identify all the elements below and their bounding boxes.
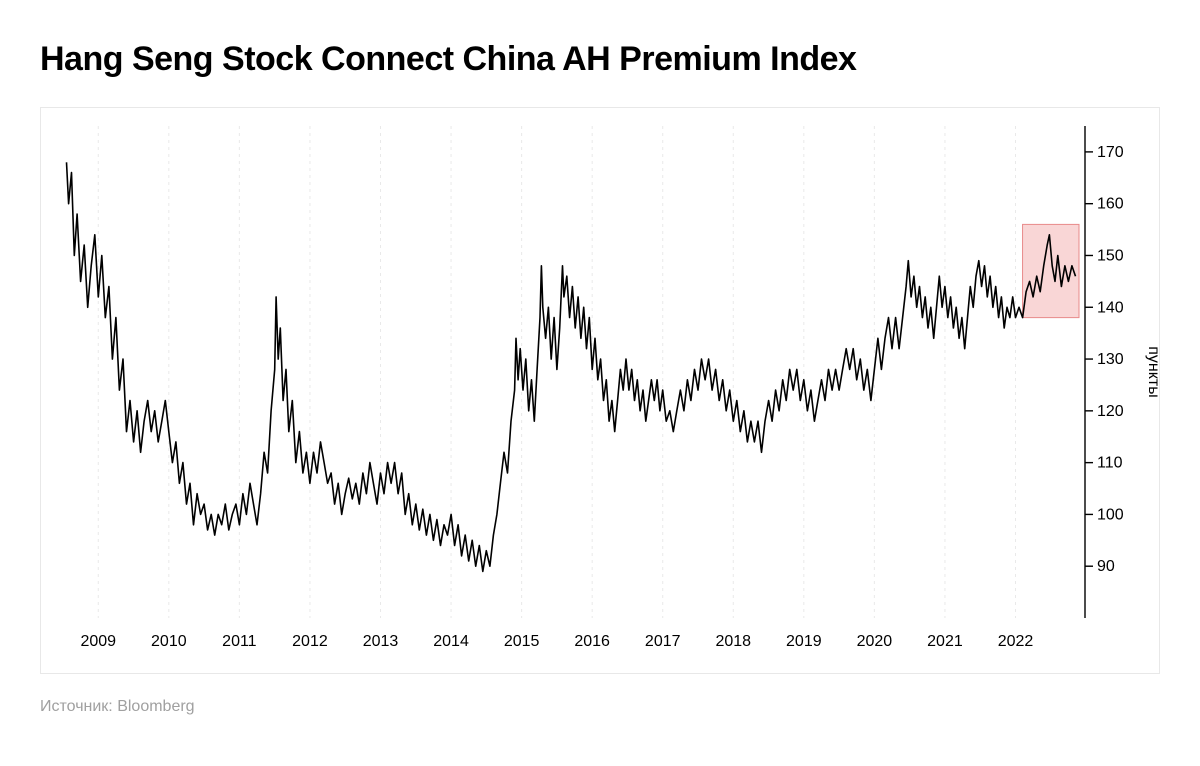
source-label: Источник: Bloomberg (40, 698, 1160, 716)
chart-title: Hang Seng Stock Connect China AH Premium… (40, 40, 1160, 79)
chart-svg-holder: 90 100 110 120 130 140 150 160 170 пункты 2009 2010… (41, 108, 1159, 673)
svg-text:120: 120 (1097, 403, 1124, 420)
svg-text:2018: 2018 (715, 633, 751, 650)
svg-text:2017: 2017 (645, 633, 681, 650)
svg-text:2019: 2019 (786, 633, 822, 650)
svg-text:150: 150 (1097, 247, 1124, 264)
svg-text:2010: 2010 (151, 633, 187, 650)
svg-text:2012: 2012 (292, 633, 328, 650)
svg-text:100: 100 (1097, 506, 1124, 523)
svg-text:2013: 2013 (363, 633, 399, 650)
svg-text:110: 110 (1097, 455, 1123, 472)
svg-text:2011: 2011 (222, 633, 257, 650)
svg-text:пункты: пункты (1145, 346, 1159, 398)
svg-text:130: 130 (1097, 351, 1124, 368)
svg-text:2020: 2020 (857, 633, 893, 650)
svg-text:2014: 2014 (433, 633, 469, 650)
line-chart: 90 100 110 120 130 140 150 160 170 пункты 2009 2010… (41, 108, 1159, 668)
svg-text:160: 160 (1097, 196, 1124, 213)
svg-text:2015: 2015 (504, 633, 540, 650)
svg-text:140: 140 (1097, 299, 1124, 316)
chart-container: 90 100 110 120 130 140 150 160 170 пункты 2009 2010… (40, 107, 1160, 674)
svg-text:2022: 2022 (998, 633, 1034, 650)
svg-text:2016: 2016 (574, 633, 610, 650)
svg-text:2009: 2009 (80, 633, 116, 650)
svg-text:170: 170 (1097, 144, 1124, 161)
svg-text:90: 90 (1097, 558, 1115, 575)
svg-text:2021: 2021 (927, 633, 963, 650)
